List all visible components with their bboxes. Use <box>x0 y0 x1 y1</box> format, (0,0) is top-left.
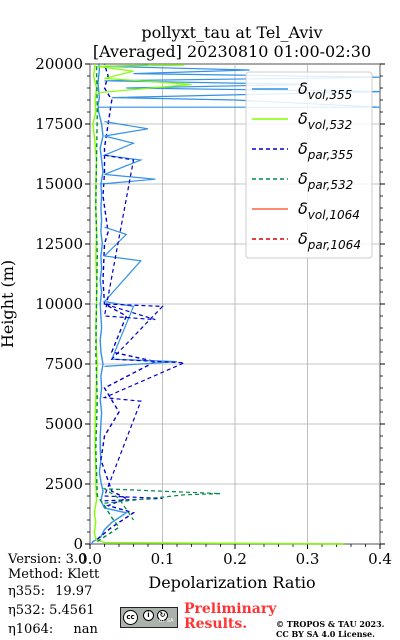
series-line-vol-355 <box>90 63 129 545</box>
eta355-label: η355: <box>8 584 45 599</box>
x-tick-label: 0.4 <box>368 550 392 568</box>
eta532-value: 5.4561 <box>49 603 95 618</box>
series-spikes-par-532 <box>102 488 221 521</box>
x-tick-label: 0.0 <box>78 550 102 568</box>
by-icon: i <box>143 610 154 621</box>
legend-label: δpar,355 <box>298 139 353 162</box>
license-label: BY SA <box>159 618 174 624</box>
version-text: Version: 3.0 <box>8 552 87 567</box>
y-tick-label: 17500 <box>35 115 83 133</box>
x-tick-label: 0.1 <box>151 550 175 568</box>
eta532-label: η532: <box>8 603 45 618</box>
y-tick-label: 10000 <box>35 295 83 313</box>
legend-label: δvol,355 <box>298 79 352 102</box>
copyright-line1: © TROPOS & TAU 2023. <box>276 619 385 629</box>
chart-title-line1: pollyxt_tau at Tel_Aviv <box>141 23 322 42</box>
x-tick-label: 0.3 <box>296 550 320 568</box>
series-spikes-par-355 <box>102 154 185 502</box>
preliminary-results-text: Preliminary Results. <box>184 602 276 632</box>
y-tick-label: 5000 <box>45 415 83 433</box>
legend-label: δvol,1064 <box>298 199 360 222</box>
legend: δvol,355 δvol,532 δpar,355 δpar,532 δvol,106… <box>245 71 373 259</box>
eta1064-label: η1064: <box>8 622 54 637</box>
prelim-line1: Preliminary <box>184 601 277 617</box>
copyright-text: © TROPOS & TAU 2023. CC BY SA 4.0 Licens… <box>276 619 384 639</box>
series-line-par-355 <box>96 63 158 540</box>
series-spikes-vol-355 <box>100 121 156 185</box>
prelim-line2: Results. <box>184 616 248 632</box>
cc-icon: cc <box>123 610 138 625</box>
y-tick-label: 12500 <box>35 235 83 253</box>
series-spikes-vol-532 <box>97 64 192 94</box>
eta355-row: η355: 19.97 <box>8 584 92 600</box>
cc-license-badge: cc i ↻ BY SA <box>120 607 178 628</box>
eta1064-row: η1064: nan <box>8 622 98 638</box>
y-tick-label: 7500 <box>45 355 83 373</box>
chart-title-line2: [Averaged] 20230810 01:00-02:30 <box>93 42 371 61</box>
y-axis-label: Height (m) <box>0 260 17 348</box>
y-tick-label: 2500 <box>45 475 83 493</box>
eta1064-value: nan <box>73 622 98 637</box>
series-spikes-vol-355 <box>103 226 178 367</box>
method-text: Method: Klett <box>8 567 100 582</box>
y-tick-label: 20000 <box>35 55 83 73</box>
eta532-row: η532: 5.4561 <box>8 603 95 619</box>
x-axis-label: Depolarization Ratio <box>148 573 315 592</box>
legend-label: δpar,1064 <box>298 229 361 252</box>
legend-label: δvol,532 <box>298 109 352 132</box>
series-line-par-532 <box>95 63 121 543</box>
sa-icon: ↻ <box>157 610 168 621</box>
y-tick-label: 0 <box>73 535 83 553</box>
legend-label: δpar,532 <box>298 169 353 192</box>
copyright-line2: CC BY SA 4.0 License. <box>276 629 375 639</box>
x-tick-label: 0.2 <box>223 550 247 568</box>
eta355-value: 19.97 <box>55 584 93 599</box>
y-tick-label: 15000 <box>35 175 83 193</box>
